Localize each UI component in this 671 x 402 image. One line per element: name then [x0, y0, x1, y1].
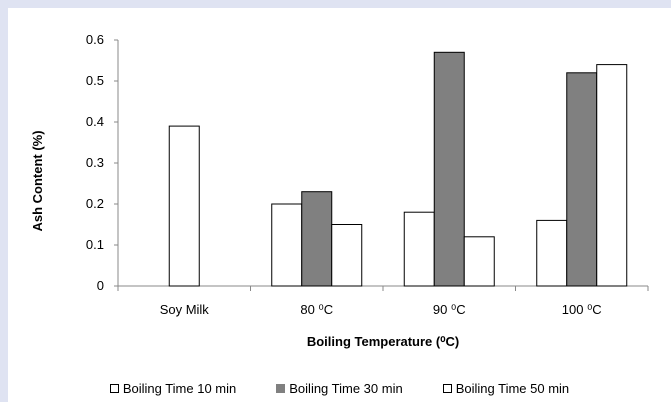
bar-1-1 [301, 191, 333, 287]
bar-2-1 [331, 224, 363, 287]
legend-item-50min: Boiling Time 50 min [442, 381, 570, 396]
y-tick-label: 0.6 [86, 32, 104, 47]
bar-0-1 [271, 203, 303, 287]
legend-swatch-10min [109, 384, 119, 393]
legend-item-10min: Boiling Time 10 min [109, 381, 237, 396]
legend-item-30min: Boiling Time 30 min [276, 381, 403, 396]
x-tick-label: 90 ⁰C [433, 302, 466, 317]
bar-chart: 0 0.1 0.2 0.3 0.4 0.5 0.6 Soy Milk 80 ⁰C 90 ⁰C 100… [30, 32, 649, 349]
x-tick-label: 80 ⁰C [300, 302, 333, 317]
ticks: 0 0.1 0.2 0.3 0.4 0.5 0.6 Soy Milk 80 ⁰C 90 ⁰C 100… [86, 32, 649, 317]
y-axis-title: Ash Content (%) [30, 130, 45, 231]
x-tick-label: Soy Milk [160, 302, 210, 317]
y-tick-label: 0.5 [86, 73, 104, 88]
bar-0-2 [403, 211, 435, 287]
bar-1-3 [566, 72, 598, 287]
y-tick-label: 0.2 [86, 196, 104, 211]
legend-swatch-30min [276, 384, 286, 393]
legend: Boiling Time 10 min Boiling Time 30 min … [8, 381, 671, 396]
y-tick-label: 0 [97, 278, 104, 293]
x-tick-label: 100 ⁰C [562, 302, 602, 317]
y-tick-label: 0.3 [86, 155, 104, 170]
legend-label-50min: Boiling Time 50 min [455, 381, 570, 396]
bars [168, 51, 628, 287]
legend-label-10min: Boiling Time 10 min [122, 381, 237, 396]
bar-0-0 [168, 125, 200, 287]
legend-swatch-50min [442, 384, 452, 393]
y-tick-label: 0.1 [86, 237, 104, 252]
legend-label-30min: Boiling Time 30 min [289, 381, 403, 396]
bar-2-3 [596, 64, 628, 287]
bar-2-2 [463, 236, 495, 287]
chart-panel: 0 0.1 0.2 0.3 0.4 0.5 0.6 Soy Milk 80 ⁰C 90 ⁰C 100… [8, 8, 671, 402]
bar-1-2 [433, 51, 465, 287]
bar-0-3 [536, 219, 568, 287]
x-axis-title: Boiling Temperature (⁰C) [307, 334, 459, 349]
y-tick-label: 0.4 [86, 114, 104, 129]
